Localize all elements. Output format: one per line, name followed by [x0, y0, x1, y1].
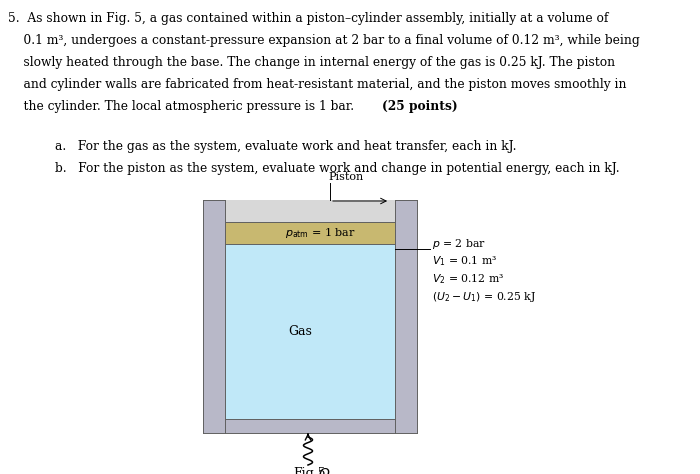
Text: the cylinder. The local atmospheric pressure is 1 bar.: the cylinder. The local atmospheric pres… [8, 100, 358, 113]
Text: slowly heated through the base. The change in internal energy of the gas is 0.25: slowly heated through the base. The chan… [8, 56, 615, 69]
Text: $V_2$ = 0.12 m³: $V_2$ = 0.12 m³ [432, 272, 504, 286]
Text: $(U_2 - U_1)$ = 0.25 kJ: $(U_2 - U_1)$ = 0.25 kJ [432, 290, 536, 303]
Text: (25 points): (25 points) [382, 100, 458, 113]
Bar [225, 244, 395, 419]
Bar [395, 200, 417, 433]
Text: Piston: Piston [328, 172, 363, 182]
Bar [203, 419, 417, 433]
Bar [225, 222, 395, 244]
Text: Fig.5: Fig.5 [294, 467, 326, 474]
Text: $p_{\mathrm{atm}}$ = 1 bar: $p_{\mathrm{atm}}$ = 1 bar [285, 226, 356, 240]
Text: $p$ = 2 bar: $p$ = 2 bar [432, 237, 486, 251]
Text: $V_1$ = 0.1 m³: $V_1$ = 0.1 m³ [432, 255, 498, 268]
Text: a.   For the gas as the system, evaluate work and heat transfer, each in kJ.: a. For the gas as the system, evaluate w… [55, 140, 517, 153]
Text: 0.1 m³, undergoes a constant-pressure expansion at 2 bar to a final volume of 0.: 0.1 m³, undergoes a constant-pressure ex… [8, 34, 640, 47]
Text: and cylinder walls are fabricated from heat-resistant material, and the piston m: and cylinder walls are fabricated from h… [8, 78, 626, 91]
Text: b.   For the piston as the system, evaluate work and change in potential energy,: b. For the piston as the system, evaluat… [55, 162, 620, 175]
Bar [203, 200, 225, 433]
Text: Gas: Gas [288, 325, 312, 338]
Bar [225, 200, 395, 419]
Text: 5.  As shown in Fig. 5, a gas contained within a piston–cylinder assembly, initi: 5. As shown in Fig. 5, a gas contained w… [8, 12, 608, 25]
Text: $Q$: $Q$ [318, 466, 330, 474]
